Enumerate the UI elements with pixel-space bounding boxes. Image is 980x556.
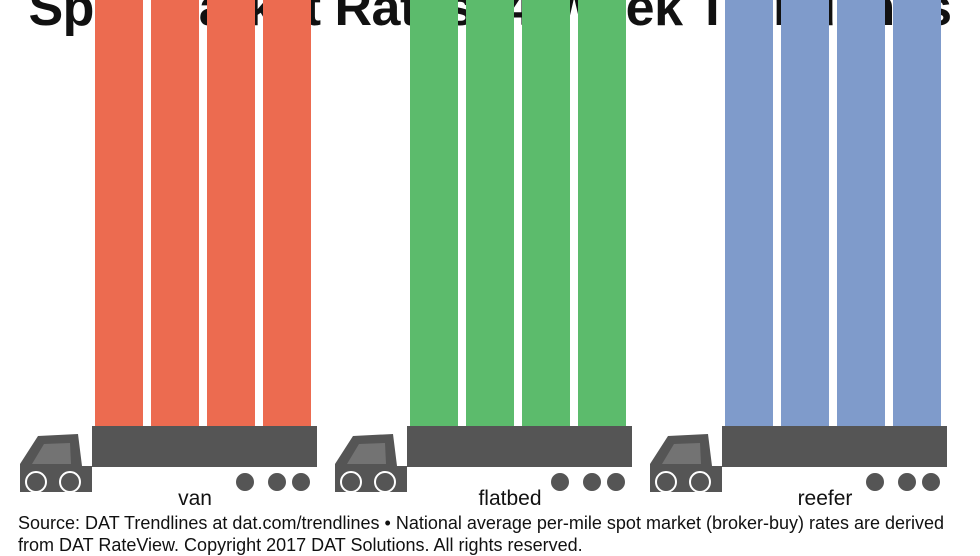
bar-van-1/07: [95, 0, 143, 426]
truck-wheel: [896, 471, 918, 493]
trailer-deck: [722, 461, 947, 467]
category-label-van: van: [178, 487, 212, 510]
bar-flatbed-1/28: [578, 0, 626, 427]
trailer-deck: [407, 461, 632, 467]
source-note: Source: DAT Trendlines at dat.com/trendl…: [18, 513, 945, 555]
truck-wheel: [234, 471, 256, 493]
bar-reefer-1/07: [725, 0, 773, 426]
bar-van-1/21: [207, 0, 255, 427]
truck-wheel: [581, 471, 603, 493]
bar-reefer-1/28: [893, 0, 941, 426]
truck-wheel: [689, 471, 711, 493]
bar-flatbed-1/14: [466, 0, 514, 426]
truck-wheel: [549, 471, 571, 493]
category-label-flatbed: flatbed: [478, 487, 541, 510]
truck-wheel: [290, 471, 312, 493]
truck-window: [347, 443, 386, 464]
bar-reefer-1/14: [781, 0, 829, 427]
truck-window: [662, 443, 701, 464]
truck-wheel: [864, 471, 886, 493]
bar-reefer-1/21: [837, 0, 885, 426]
truck-window: [32, 443, 71, 464]
bar-van-1/14: [151, 0, 199, 426]
trailer-body: [722, 426, 947, 461]
bar-flatbed-1/07: [410, 0, 458, 426]
truck-wheel: [340, 471, 362, 493]
trailer-body: [92, 426, 317, 461]
truck-wheel: [374, 471, 396, 493]
truck-wheel: [266, 471, 288, 493]
truck-wheel: [920, 471, 942, 493]
bar-van-1/28: [263, 0, 311, 426]
truck-wheel: [605, 471, 627, 493]
bar-flatbed-1/21: [522, 0, 570, 427]
truck-wheel: [655, 471, 677, 493]
trailer-body: [407, 426, 632, 461]
truck-wheel: [59, 471, 81, 493]
truck-wheel: [25, 471, 47, 493]
trailer-deck: [92, 461, 317, 467]
category-label-reefer: reefer: [798, 487, 853, 510]
